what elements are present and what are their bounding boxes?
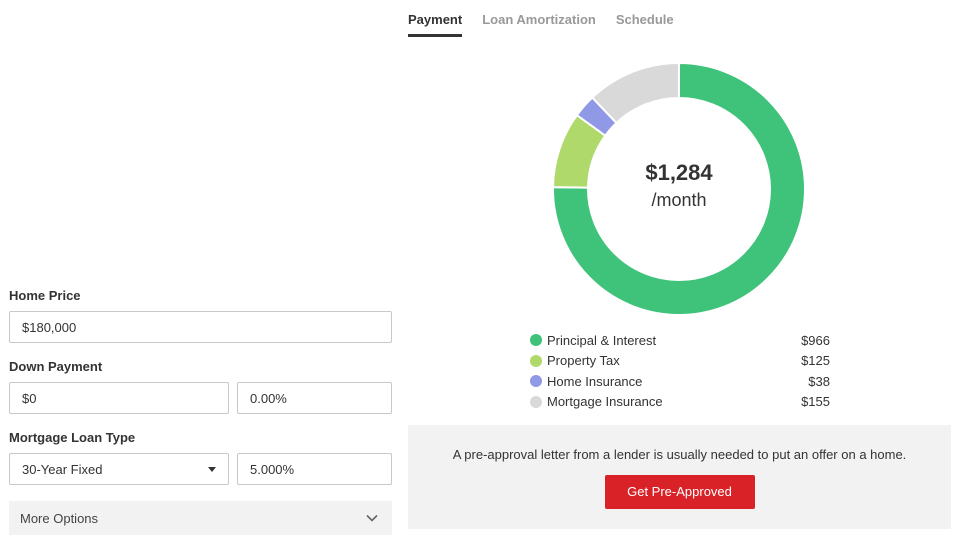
get-preapproved-button[interactable]: Get Pre-Approved bbox=[604, 475, 755, 509]
loan-type-label: Mortgage Loan Type bbox=[9, 430, 136, 445]
loan-type-group: Mortgage Loan Type 30-Year Fixed 5.000% bbox=[9, 430, 393, 485]
chevron-down-icon bbox=[366, 514, 378, 522]
home-price-input[interactable]: $180,000 bbox=[9, 311, 392, 343]
legend-value: $38 bbox=[808, 373, 830, 389]
legend-value: $966 bbox=[801, 332, 830, 348]
legend-dot bbox=[530, 354, 542, 367]
payment-breakdown-donut bbox=[552, 62, 806, 316]
legend-value: $125 bbox=[801, 353, 830, 369]
legend-row: Principal & Interest $966 bbox=[530, 330, 830, 351]
tab-payment[interactable]: Payment bbox=[408, 12, 463, 37]
down-payment-percent-input[interactable]: 0.00% bbox=[237, 382, 392, 414]
legend-dot bbox=[530, 334, 542, 347]
loan-type-selected: 30-Year Fixed bbox=[22, 461, 103, 477]
donut-segment bbox=[590, 62, 680, 125]
down-payment-amount-input[interactable]: $0 bbox=[9, 382, 229, 414]
payment-tabs: Payment Loan Amortization Schedule bbox=[408, 12, 674, 37]
down-payment-label: Down Payment bbox=[9, 359, 103, 374]
legend-label: Home Insurance bbox=[547, 373, 643, 389]
legend-dot bbox=[530, 395, 542, 408]
legend-row: Home Insurance $38 bbox=[530, 371, 830, 392]
legend-label: Mortgage Insurance bbox=[547, 394, 663, 410]
caret-down-icon bbox=[208, 466, 216, 472]
down-payment-group: Down Payment $0 0.00% bbox=[9, 359, 393, 414]
monthly-payment-period: /month bbox=[651, 190, 707, 210]
home-price-group: Home Price $180,000 bbox=[9, 288, 393, 343]
legend-label: Principal & Interest bbox=[547, 332, 657, 348]
monthly-payment-amount: $1,284 bbox=[645, 160, 713, 185]
preapproval-panel: A pre-approval letter from a lender is u… bbox=[408, 425, 951, 529]
legend-dot bbox=[530, 375, 542, 388]
tab-schedule[interactable]: Schedule bbox=[615, 12, 674, 27]
mortgage-form: Home Price $180,000 Down Payment $0 0.00… bbox=[9, 288, 393, 535]
home-price-label: Home Price bbox=[9, 288, 81, 303]
legend-value: $155 bbox=[801, 394, 830, 410]
payment-breakdown-legend: Principal & Interest $966 Property Tax $… bbox=[530, 330, 830, 412]
donut-segment bbox=[552, 62, 806, 316]
legend-row: Mortgage Insurance $155 bbox=[530, 392, 830, 413]
legend-label: Property Tax bbox=[547, 353, 620, 369]
more-options-toggle[interactable]: More Options bbox=[9, 501, 392, 535]
monthly-payment-summary: $1,284 /month bbox=[552, 160, 806, 211]
preapproval-text: A pre-approval letter from a lender is u… bbox=[452, 447, 907, 462]
more-options-label: More Options bbox=[20, 510, 99, 526]
legend-row: Property Tax $125 bbox=[530, 351, 830, 372]
tab-loan-amortization[interactable]: Loan Amortization bbox=[482, 12, 596, 27]
loan-type-select[interactable]: 30-Year Fixed bbox=[9, 453, 229, 485]
interest-rate-input[interactable]: 5.000% bbox=[237, 453, 392, 485]
